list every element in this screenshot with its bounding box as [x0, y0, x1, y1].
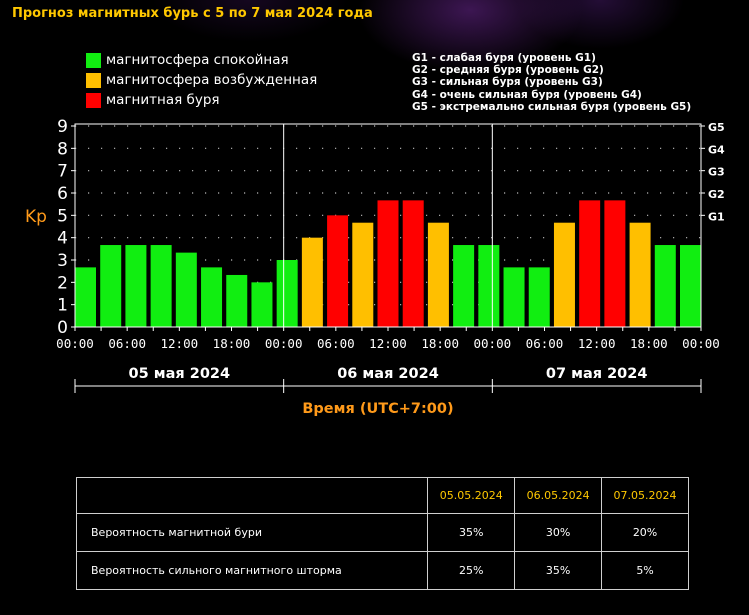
legend-label-storm: магнитная буря: [106, 92, 220, 108]
x-tick-label: 00:00: [682, 336, 720, 351]
bar: [654, 245, 676, 327]
table-header-cell: 05.05.2024: [427, 477, 516, 514]
bar: [150, 245, 172, 327]
day-label: 06 мая 2024: [337, 366, 439, 382]
probability-table: 05.05.2024 06.05.2024 07.05.2024 Вероятн…: [75, 477, 689, 590]
x-tick-label: 00:00: [265, 336, 303, 351]
table-row: Вероятность магнитной бури 35% 30% 20%: [75, 513, 689, 552]
bar: [680, 245, 701, 327]
bar: [251, 282, 273, 327]
legend-item-active: магнитосфера возбужденная: [86, 70, 317, 90]
table-header-cell: 06.05.2024: [514, 477, 603, 514]
y-tick-label: 7: [57, 162, 68, 182]
table-cell: 25%: [427, 551, 516, 590]
table-cell: 30%: [514, 513, 603, 552]
x-tick-label: 18:00: [421, 336, 459, 351]
table-header-cell: [75, 477, 429, 514]
table-header-row: 05.05.2024 06.05.2024 07.05.2024: [75, 477, 689, 514]
table-row-label: Вероятность магнитной бури: [75, 513, 429, 552]
bar: [276, 260, 298, 327]
day-label: 05 мая 2024: [129, 366, 231, 382]
bar: [528, 267, 550, 327]
g-level-legend: G1 - слабая буря (уровень G1) G2 - средн…: [412, 52, 691, 113]
y-tick-label: 4: [57, 229, 68, 249]
g-level-item: G5 - экстремально сильная буря (уровень …: [412, 100, 692, 113]
g-tick-label: G1: [708, 210, 725, 223]
x-axis-label: Время (UTC+7:00): [302, 401, 453, 417]
page-title: Прогноз магнитных бурь с 5 по 7 мая 2024…: [12, 6, 373, 21]
y-axis-label: Kp: [25, 207, 47, 227]
bar: [427, 222, 449, 327]
legend: магнитосфера спокойная магнитосфера возб…: [86, 50, 317, 110]
bar: [125, 245, 147, 327]
g-tick-label: G5: [708, 121, 725, 134]
g-level-item: G4 - очень сильная буря (уровень G4): [412, 88, 642, 101]
x-tick-label: 06:00: [317, 336, 355, 351]
bar: [453, 245, 475, 327]
table-row: Вероятность сильного магнитного шторма 2…: [75, 551, 689, 590]
legend-item-storm: магнитная буря: [86, 90, 317, 110]
bar: [301, 237, 323, 327]
x-tick-label: 12:00: [161, 336, 199, 351]
table-header-cell: 07.05.2024: [601, 477, 689, 514]
bar: [553, 222, 575, 327]
bar: [629, 222, 651, 327]
bar: [503, 267, 525, 327]
bar: [226, 274, 248, 327]
table-cell: 5%: [601, 551, 689, 590]
table-cell: 35%: [427, 513, 516, 552]
y-tick-label: 9: [57, 117, 68, 137]
bar: [352, 222, 374, 327]
y-tick-label: 5: [57, 206, 68, 226]
x-tick-label: 12:00: [369, 336, 407, 351]
g-level-item: G3 - сильная буря (уровень G3): [412, 76, 603, 89]
bar: [175, 252, 197, 327]
legend-swatch-quiet: [86, 52, 101, 68]
bar: [75, 267, 96, 327]
bar: [377, 200, 399, 327]
x-tick-label: 06:00: [526, 336, 564, 351]
y-tick-label: 6: [57, 184, 68, 204]
g-tick-label: G2: [708, 188, 725, 201]
x-tick-label: 18:00: [630, 336, 668, 351]
day-label: 07 мая 2024: [546, 366, 648, 382]
table-row-label: Вероятность сильного магнитного шторма: [75, 551, 429, 590]
bar: [478, 245, 500, 327]
y-tick-label: 8: [57, 139, 68, 159]
y-tick-label: 3: [57, 251, 68, 271]
bar: [201, 267, 223, 327]
x-tick-label: 06:00: [108, 336, 146, 351]
x-tick-label: 00:00: [56, 336, 94, 351]
x-tick-label: 12:00: [578, 336, 616, 351]
legend-label-active: магнитосфера возбужденная: [106, 72, 318, 88]
bar: [327, 215, 349, 327]
y-tick-label: 2: [57, 273, 68, 293]
table-cell: 35%: [514, 551, 603, 590]
g-tick-label: G4: [708, 143, 725, 156]
y-tick-label: 1: [57, 296, 68, 316]
table-cell: 20%: [601, 513, 689, 552]
y-tick-label: 0: [57, 318, 68, 338]
kp-chart: 01 234 567 89 G1 G2 G3 G4 G5 Kp 00:00 06:00 12:00 18:…: [25, 117, 725, 417]
legend-label-quiet: магнитосфера спокойная: [106, 52, 289, 68]
x-tick-label: 00:00: [474, 336, 512, 351]
bar: [604, 200, 626, 327]
legend-item-quiet: магнитосфера спокойная: [86, 50, 317, 70]
legend-swatch-active: [86, 72, 101, 88]
bar: [100, 245, 122, 327]
g-tick-label: G3: [708, 166, 725, 179]
bar: [402, 200, 424, 327]
x-tick-label: 18:00: [213, 336, 251, 351]
g-level-item: G1 - слабая буря (уровень G1): [412, 52, 596, 64]
legend-swatch-storm: [86, 92, 101, 108]
bar: [579, 200, 601, 327]
g-level-item: G2 - средняя буря (уровень G2): [412, 64, 604, 77]
